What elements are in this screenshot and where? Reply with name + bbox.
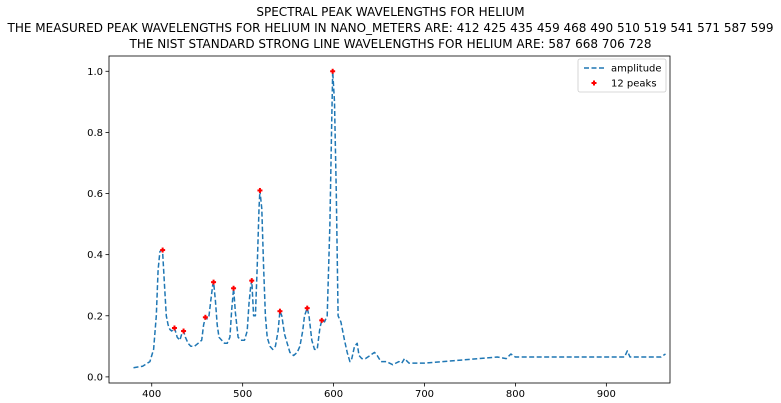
legend: amplitude 12 peaks — [577, 58, 667, 93]
legend-peaks-label: 12 peaks — [611, 79, 657, 90]
peak-marker — [171, 325, 177, 331]
peak-marker — [160, 247, 166, 253]
x-tick-label: 700 — [415, 389, 434, 400]
legend-peaks-marker-icon — [591, 80, 597, 86]
chart-titles: SPECTRAL PEAK WAVELENGTHS FOR HELIUM THE… — [0, 4, 781, 52]
peak-marker — [231, 285, 237, 291]
y-tick-label: 0.2 — [87, 311, 103, 322]
chart-title: SPECTRAL PEAK WAVELENGTHS FOR HELIUM — [256, 5, 525, 19]
peak-markers — [160, 68, 336, 334]
peak-marker — [330, 68, 336, 74]
chart-subtitle-measured: THE MEASURED PEAK WAVELENGTHS FOR HELIUM… — [7, 21, 774, 35]
x-tick-label: 900 — [597, 389, 616, 400]
y-tick-label: 0.8 — [87, 128, 103, 139]
y-tick-label: 0.6 — [87, 189, 103, 200]
plot-frame — [108, 55, 671, 384]
x-tick-label: 500 — [233, 389, 252, 400]
peak-marker — [319, 317, 325, 323]
peak-marker — [249, 278, 255, 284]
legend-plus-icon — [591, 80, 597, 86]
peak-marker — [257, 187, 263, 193]
peak-marker — [181, 328, 187, 334]
x-tick-label: 400 — [142, 389, 161, 400]
chart-subtitle-nist: THE NIST STANDARD STRONG LINE WAVELENGTH… — [129, 37, 652, 51]
x-tick-label: 800 — [506, 389, 525, 400]
peak-marker — [211, 279, 217, 285]
series-layer — [133, 70, 666, 369]
peak-marker — [277, 308, 283, 314]
series-line-amplitude — [133, 70, 666, 369]
peak-marker — [202, 314, 208, 320]
legend-amplitude-label: amplitude — [611, 64, 662, 75]
x-tick-label: 600 — [324, 389, 343, 400]
y-tick-label: 0.0 — [87, 372, 103, 383]
peak-marker — [304, 305, 310, 311]
y-tick-label: 1.0 — [87, 67, 103, 78]
y-tick-label: 0.4 — [87, 250, 103, 261]
axes: 400 500 600 700 800 900 0.0 0.2 0.4 0.6 0.8 1.0 — [87, 67, 616, 400]
